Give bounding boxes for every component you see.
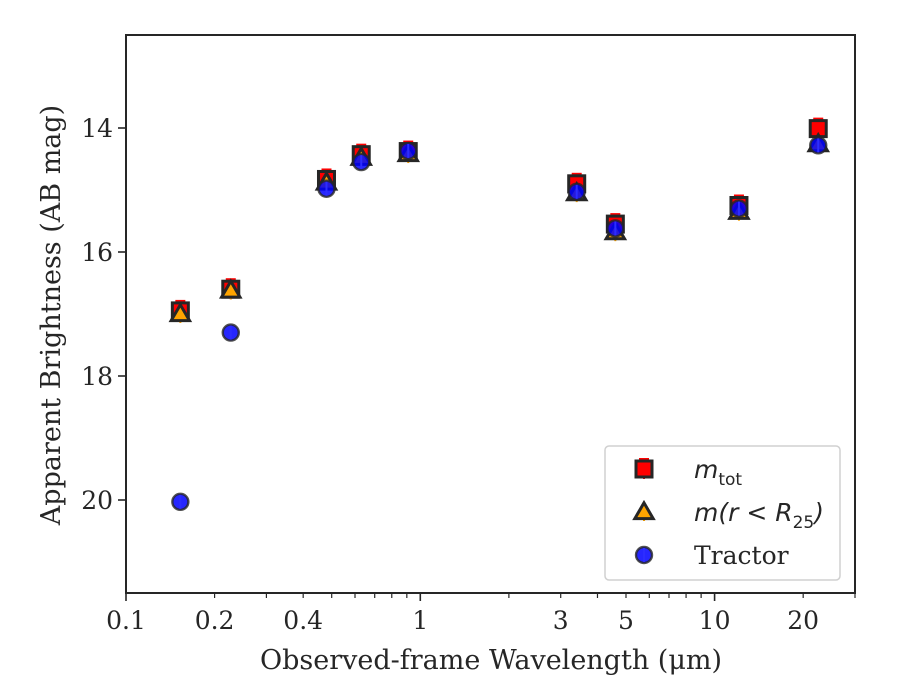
y-axis: 14 16 18 20 [81, 114, 126, 515]
y-tick-label: 14 [81, 114, 113, 143]
x-tick-label: 5 [618, 606, 634, 635]
y-tick-label: 18 [81, 362, 113, 391]
plot-frame [125, 34, 856, 594]
legend-label: mtot [694, 455, 742, 490]
x-tick-label: 1 [412, 606, 428, 635]
legend-box [604, 445, 841, 581]
y-axis-label: Apparent Brightness (AB mag) [36, 105, 67, 526]
data-markers [168, 117, 831, 512]
data-point-triangle [218, 278, 243, 299]
y-tick-label: 16 [81, 238, 113, 267]
y-tick-label: 20 [81, 486, 113, 515]
legend-marker-square [634, 459, 654, 479]
legend-marker-triangle [632, 499, 656, 521]
series-circle [171, 136, 828, 512]
x-tick-label: 10 [699, 606, 731, 635]
x-tick-label: 20 [787, 606, 819, 635]
series-triangle [168, 131, 831, 323]
data-point-triangle [168, 301, 193, 323]
x-axis-label: Observed-frame Wavelength (μm) [260, 645, 722, 676]
legend: mtot m(r < R25) Tractor [604, 445, 841, 581]
plot-area [125, 34, 856, 594]
legend-label: Tractor [694, 541, 789, 570]
x-tick-label: 0.1 [106, 606, 146, 635]
legend-label: m(r < R25) [694, 498, 824, 533]
x-tick-label: 0.2 [195, 606, 235, 635]
x-tick-label: 0.4 [283, 606, 323, 635]
x-axis: 0.1 0.2 0.4 1 3 5 10 20 [106, 593, 856, 635]
x-tick-label: 3 [553, 606, 569, 635]
